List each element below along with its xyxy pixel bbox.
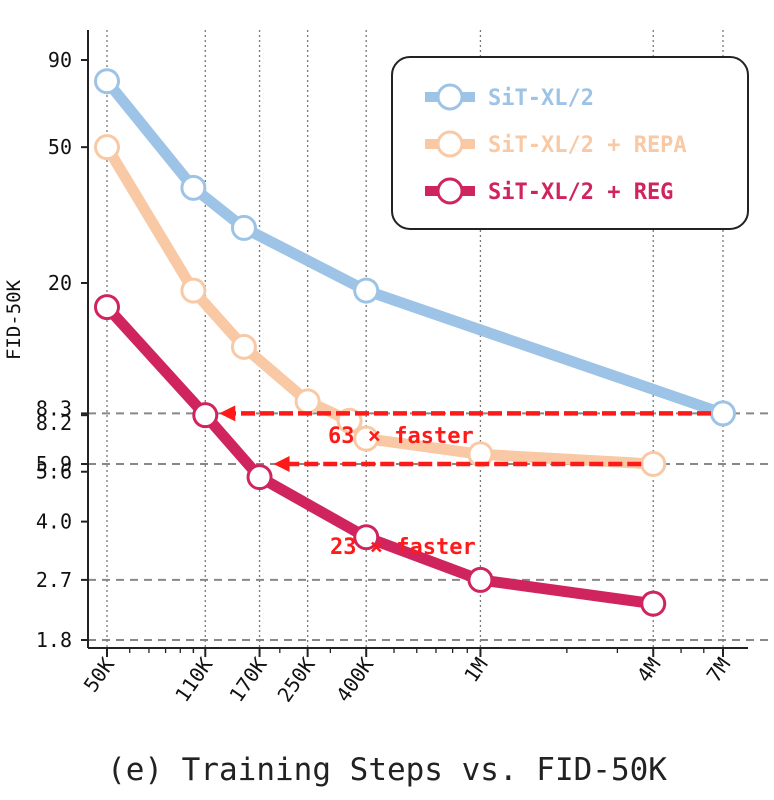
point-sit-xl-2-reg-2 bbox=[246, 464, 273, 491]
point-sit-xl-2-repa-1 bbox=[180, 277, 207, 304]
speedup-annotation-1: 63 × faster bbox=[219, 405, 711, 449]
legend-label-sit-xl-2-repa: SiT-XL/2 + REPA bbox=[488, 133, 687, 158]
legend-swatch-marker bbox=[436, 83, 464, 111]
speedup-annotation-2: 23 × faster bbox=[273, 455, 642, 560]
x-tick-label-4m: 4M bbox=[632, 653, 665, 687]
series-sit-xl-2-reg bbox=[94, 294, 667, 617]
y-tick-label-8-2: 8.2 bbox=[36, 411, 72, 435]
figure-caption: (e) Training Steps vs. FID-50K bbox=[107, 752, 667, 788]
x-tick-label-250k: 250K bbox=[272, 653, 319, 706]
legend-label-sit-xl-2-reg: SiT-XL/2 + REG bbox=[488, 180, 673, 205]
legend-box bbox=[391, 56, 749, 230]
y-tick-label-50: 50 bbox=[48, 135, 72, 159]
x-tick-label-400k: 400K bbox=[331, 653, 378, 706]
x-tick-label-1m: 1M bbox=[459, 653, 492, 687]
y-tick-label-4-0: 4.0 bbox=[36, 510, 72, 534]
legend-item-sit-xl-2: SiT-XL/2 bbox=[425, 83, 594, 111]
x-tick-label-110k: 110K bbox=[170, 653, 217, 706]
speedup-label: 23 × faster bbox=[330, 535, 476, 560]
x-tick-label-50k: 50K bbox=[79, 653, 119, 696]
y-tick-label-2-7: 2.7 bbox=[36, 568, 72, 592]
y-tick-label-90: 90 bbox=[48, 48, 72, 72]
series-sit-xl-2 bbox=[94, 68, 736, 427]
speedup-arrows: 63 × faster 23 × faster bbox=[219, 405, 711, 560]
y-tick-label-20: 20 bbox=[48, 271, 72, 295]
point-sit-xl-2-2 bbox=[230, 214, 257, 241]
point-sit-xl-2-4 bbox=[710, 400, 736, 427]
point-sit-xl-2-repa-5 bbox=[353, 425, 380, 452]
legend-swatch-marker bbox=[436, 177, 464, 205]
legend-label-sit-xl-2: SiT-XL/2 bbox=[488, 86, 594, 111]
speedup-arrow-head bbox=[219, 405, 236, 422]
point-sit-xl-2-repa-7 bbox=[640, 450, 667, 477]
speedup-arrow-head bbox=[273, 455, 290, 472]
point-sit-xl-2-repa-3 bbox=[294, 388, 321, 415]
x-tick-label-7m: 7M bbox=[702, 653, 735, 687]
legend: SiT-XL/2 SiT-XL/2 + REPA SiT-XL/2 + REG bbox=[391, 56, 749, 230]
y-tick-label-1-8: 1.8 bbox=[36, 628, 72, 652]
y-tick-label-8-3: 8.3 bbox=[36, 396, 72, 420]
x-tick-label-170k: 170K bbox=[224, 653, 271, 706]
point-sit-xl-2-1 bbox=[180, 174, 207, 201]
legend-item-sit-xl-2-reg: SiT-XL/2 + REG bbox=[425, 177, 673, 205]
series-layer bbox=[94, 68, 736, 617]
legend-item-sit-xl-2-repa: SiT-XL/2 + REPA bbox=[425, 130, 687, 158]
chart: 63 × faster 23 × faster 50K 110K 170K 250K 40… bbox=[3, 30, 770, 706]
point-sit-xl-2-3 bbox=[353, 277, 380, 304]
legend-swatch-marker bbox=[436, 130, 464, 158]
point-sit-xl-2-reg-5 bbox=[640, 590, 667, 617]
point-sit-xl-2-reg-3 bbox=[353, 524, 380, 551]
point-sit-xl-2-repa-2 bbox=[230, 333, 257, 360]
point-sit-xl-2-reg-4 bbox=[467, 566, 494, 593]
point-sit-xl-2-repa-0 bbox=[94, 134, 120, 161]
series-sit-xl-2-repa bbox=[94, 134, 667, 477]
point-sit-xl-2-reg-1 bbox=[192, 402, 219, 429]
y-tick-label-5-9: 5.9 bbox=[36, 452, 72, 476]
series-line-sit-xl-2-reg bbox=[101, 301, 659, 610]
speedup-label: 63 × faster bbox=[328, 424, 474, 449]
point-sit-xl-2-0 bbox=[94, 68, 120, 95]
y-tick-label-5-6: 5.6 bbox=[36, 460, 72, 484]
point-sit-xl-2-reg-0 bbox=[94, 294, 120, 321]
y-axis-title: FID-50K bbox=[3, 279, 25, 360]
